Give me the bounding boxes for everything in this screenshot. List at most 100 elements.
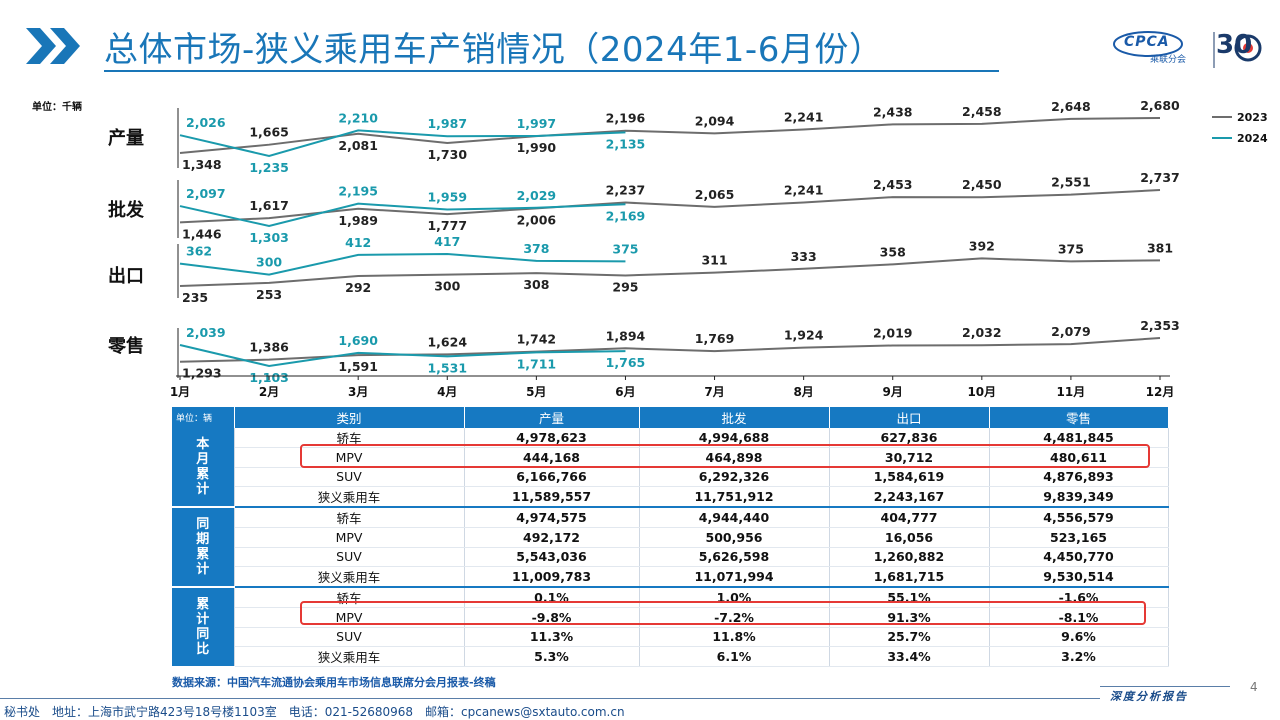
data-label-2023: 2,438 — [873, 104, 913, 119]
data-label-2023: 1,591 — [338, 359, 378, 374]
value-cell: 4,944,440 — [639, 507, 830, 528]
highlight-box-mpv-current — [300, 444, 1150, 468]
table-row: 狭义乘用车 11,589,557 11,751,912 2,243,167 9,839,… — [172, 486, 1169, 508]
value-cell: -7.2% — [639, 607, 830, 628]
value-cell: 25.7% — [829, 627, 990, 647]
table-row: SUV 6,166,766 6,292,326 1,584,619 4,876,893 — [172, 467, 1169, 487]
cpca-logo-icon — [1113, 31, 1262, 68]
table-row: 同期累计轿车 4,974,575 4,944,440 404,777 4,556,579 — [172, 507, 1169, 588]
value-cell: 6,166,766 — [464, 467, 640, 487]
value-cell: 523,165 — [989, 527, 1169, 548]
page-number: 4 — [1250, 680, 1258, 694]
highlight-box-mpv-yoy — [300, 601, 1146, 625]
chevron-right-icon — [26, 28, 80, 64]
data-label-2023: 235 — [182, 290, 208, 305]
table-row: SUV 11.3% 11.8% 25.7% 9.6% — [172, 627, 1169, 647]
series-line-2024 — [179, 344, 626, 368]
value-cell: 11.8% — [639, 627, 830, 647]
footer-report-label: 深度分析报告 — [1110, 690, 1188, 703]
data-label-2023: 392 — [969, 238, 995, 253]
data-label-2023: 1,348 — [182, 157, 222, 172]
value-cell: 4,978,623 — [464, 428, 640, 448]
table-row: SUV 5,543,036 5,626,598 1,260,882 4,450,770 — [172, 547, 1169, 567]
table-unit: 单位：辆 — [172, 407, 235, 428]
category-cell: MPV — [234, 607, 465, 628]
data-label-2023: 1,293 — [182, 366, 222, 381]
x-tick-label: 4月 — [437, 385, 457, 399]
value-cell: 4,974,575 — [464, 507, 640, 528]
category-cell: SUV — [234, 467, 465, 487]
category-cell: 狭义乘用车 — [234, 566, 465, 588]
value-cell: 6,292,326 — [639, 467, 830, 487]
data-label-2023: 1,617 — [249, 198, 289, 213]
data-label-2024: 412 — [345, 235, 371, 250]
value-cell: 5.3% — [464, 646, 640, 667]
x-tick-label: 2月 — [259, 385, 279, 399]
data-label-2023: 1,769 — [695, 331, 735, 346]
value-cell: 11,071,994 — [639, 566, 830, 588]
value-cell: 5,626,598 — [639, 547, 830, 567]
value-cell: 2,243,167 — [829, 486, 990, 508]
value-cell: 9.6% — [989, 627, 1169, 647]
data-label-2023: 358 — [880, 244, 906, 259]
x-tick-label: 3月 — [348, 385, 368, 399]
value-cell: 5,543,036 — [464, 547, 640, 567]
x-tick-label: 8月 — [793, 385, 813, 399]
data-label-2023: 2,094 — [695, 113, 735, 128]
series-line-2024 — [179, 252, 626, 276]
data-label-2024: 362 — [186, 244, 212, 259]
data-label-2023: 2,237 — [606, 183, 646, 198]
value-cell: 9,530,514 — [989, 566, 1169, 588]
value-cell: -9.8% — [464, 607, 640, 628]
x-tick-label: 6月 — [615, 385, 635, 399]
data-label-2024: 300 — [256, 255, 282, 270]
data-label-2023: 333 — [791, 249, 817, 264]
logo-text: CPCA — [1124, 34, 1170, 50]
value-cell: 91.3% — [829, 607, 990, 628]
data-label-2023: 375 — [1058, 241, 1084, 256]
table-header: 批发 — [639, 407, 830, 428]
table-row: MPV -9.8% -7.2% 91.3% -8.1% — [172, 607, 1169, 628]
data-label-2023: 2,065 — [695, 187, 735, 202]
data-label-2023: 1,924 — [784, 328, 824, 343]
data-label-2023: 2,081 — [338, 138, 378, 153]
table-header: 类别 — [234, 407, 465, 428]
data-label-2023: 2,019 — [873, 325, 913, 340]
x-tick-label: 5月 — [526, 385, 546, 399]
value-cell: 1,681,715 — [829, 566, 990, 588]
data-label-2023: 1,386 — [249, 340, 289, 355]
value-cell: 30,712 — [829, 447, 990, 468]
value-cell: 1,260,882 — [829, 547, 990, 567]
x-tick-label: 1月 — [170, 385, 190, 399]
table-row: 本月累计轿车 4,978,623 4,994,688 627,836 4,481,845 — [172, 428, 1169, 508]
data-label-2024: 2,026 — [186, 115, 226, 130]
value-cell: 33.4% — [829, 646, 990, 667]
series-line-2024 — [179, 129, 626, 158]
chart-unit: 单位：千辆 — [32, 100, 82, 113]
value-cell: 16,056 — [829, 527, 990, 548]
data-label-2023: 2,551 — [1051, 175, 1091, 190]
data-label-2023: 292 — [345, 280, 371, 295]
logo-sub: 乘联分会 — [1150, 55, 1187, 65]
table-header-row: 单位：辆 类别 产量 批发 出口 零售 — [172, 407, 1169, 428]
data-label-2024: 1,987 — [427, 116, 467, 131]
data-label-2024: 1,303 — [249, 230, 289, 245]
data-label-2023: 1,665 — [249, 125, 289, 140]
series-line-2023 — [179, 189, 1161, 224]
category-cell: MPV — [234, 527, 465, 548]
data-label-2024: 2,169 — [606, 208, 646, 223]
value-cell: 500,956 — [639, 527, 830, 548]
category-cell: 轿车 — [234, 507, 465, 528]
value-cell: 4,556,579 — [989, 507, 1169, 528]
data-label-2024: 2,097 — [186, 186, 226, 201]
value-cell: 4,994,688 — [639, 428, 830, 448]
data-label-2024: 378 — [523, 241, 549, 256]
footer-contact: 秘书处 地址：上海市武宁路423号18号楼1103室 电话：021-526809… — [4, 705, 625, 719]
data-label-2024: 1,711 — [517, 356, 557, 371]
title-underline — [104, 70, 999, 72]
group-label: 本月累计 — [172, 428, 235, 508]
table-header: 零售 — [989, 407, 1169, 428]
data-label-2023: 253 — [256, 287, 282, 302]
x-tick-label: 10月 — [967, 385, 996, 399]
value-cell: 11.3% — [464, 627, 640, 647]
